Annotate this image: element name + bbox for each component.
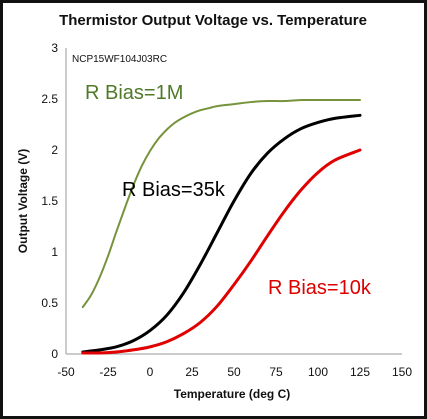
x-tick-label: 0 (147, 365, 154, 379)
y-tick-label: 0 (51, 347, 58, 361)
series-line-1 (81, 98, 361, 309)
y-tick-group: 0 0.5 1 1.5 2 2.5 3 (41, 41, 58, 361)
series-label-35k: R Bias=35k (122, 179, 226, 201)
series-line-3 (81, 148, 362, 355)
y-tick-label: 1.5 (41, 194, 58, 208)
y-tick-label: 2 (51, 143, 58, 157)
x-tick-label: 50 (227, 365, 241, 379)
y-tick-label: 0.5 (41, 296, 58, 310)
x-tick-label: -50 (57, 365, 75, 379)
chart-title: Thermistor Output Voltage vs. Temperatur… (59, 12, 367, 29)
series-line-group (81, 98, 362, 355)
x-tick-label: -25 (99, 365, 117, 379)
y-tick-label: 2.5 (41, 92, 58, 106)
x-tick-label: 150 (392, 365, 412, 379)
y-axis-title: Output Voltage (V) (16, 149, 30, 253)
x-tick-label: 100 (308, 365, 328, 379)
x-axis-title: Temperature (deg C) (174, 387, 290, 401)
x-tick-label: 75 (269, 365, 283, 379)
series-line-2 (81, 113, 362, 354)
x-tick-label: 25 (185, 365, 199, 379)
y-tick-label: 3 (51, 41, 58, 55)
model-annotation: NCP15WF104J03RC (72, 54, 167, 65)
x-tick-group: -50 -25 0 25 50 75 100 125 150 (57, 365, 412, 379)
y-tick-label: 1 (51, 245, 58, 259)
series-label-1m: R Bias=1M (85, 82, 183, 104)
series-label-10k: R Bias=10k (268, 277, 372, 299)
x-tick-label: 125 (350, 365, 370, 379)
